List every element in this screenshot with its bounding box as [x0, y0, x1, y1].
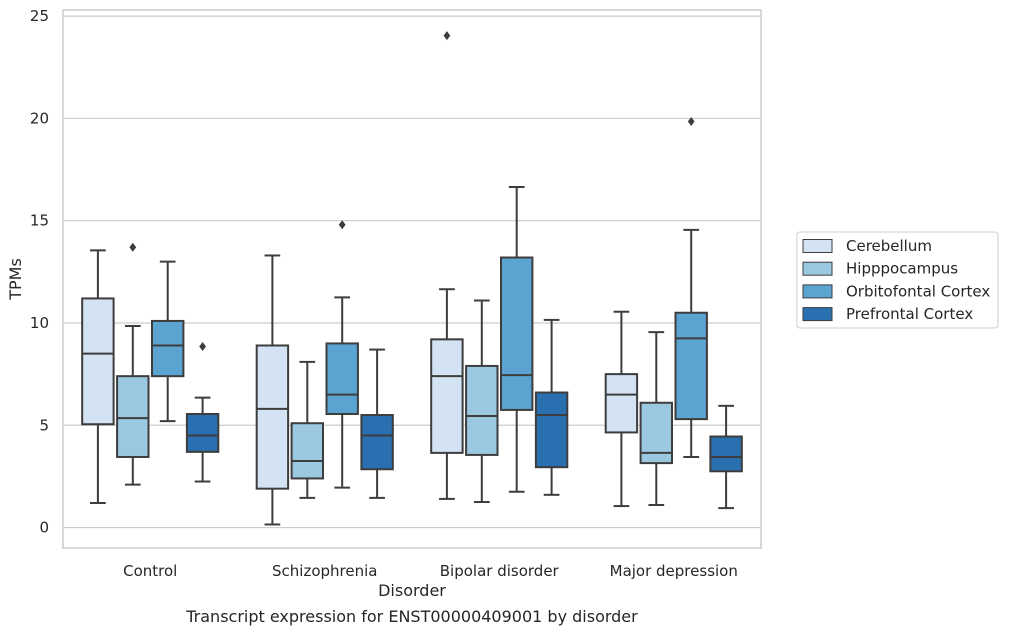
x-tick-label: Control [123, 562, 177, 580]
box-iqr [709, 435, 743, 473]
legend-item: Cerebellum [802, 237, 932, 255]
box-orbitofontal-cortex [499, 185, 534, 493]
y-tick-label: 10 [30, 314, 49, 332]
box-iqr [534, 391, 569, 469]
legend-swatch [802, 239, 833, 253]
legend-label: Cerebellum [846, 237, 932, 255]
y-tick-label: 15 [30, 212, 49, 230]
box-iqr [325, 342, 359, 416]
legend-item: Prefrontal Cortex [802, 305, 973, 323]
x-tick-label: Schizophrenia [272, 562, 377, 580]
chart-caption: Transcript expression for ENST0000040900… [185, 607, 638, 626]
box-iqr [604, 373, 639, 434]
box-iqr [639, 401, 674, 465]
box-prefrontal-cortex [185, 342, 220, 483]
box-iqr [185, 413, 220, 453]
ticks-layer: 0 5 10 15 20 25 Control Schizophrenia Bipolar di… [30, 7, 738, 580]
legend: Cerebellum Hipppocampus Orbitofontal Corte… [796, 231, 999, 329]
box-iqr [290, 422, 325, 480]
box-hipppocampus [116, 242, 150, 486]
box-iqr [81, 297, 115, 426]
box-hipppocampus [639, 331, 674, 507]
outlier-point [338, 220, 346, 230]
box-iqr [430, 338, 464, 454]
box-cerebellum [604, 310, 639, 508]
legend-item: Orbitofontal Cortex [802, 282, 990, 300]
legend-items: Cerebellum Hipppocampus Orbitofontal Corte… [802, 237, 990, 323]
box-iqr [116, 375, 150, 458]
y-tick-label: 20 [30, 109, 49, 127]
box-prefrontal-cortex [534, 318, 569, 496]
x-tick-label: Bipolar disorder [440, 562, 560, 580]
box-orbitofontal-cortex [150, 260, 185, 423]
box-orbitofontal-cortex [674, 116, 708, 458]
box-iqr [465, 364, 499, 456]
legend-swatch [802, 284, 833, 299]
box-cerebellum [81, 249, 115, 504]
box-prefrontal-cortex [360, 348, 394, 499]
box-iqr [499, 256, 534, 411]
outlier-point [129, 242, 137, 252]
legend-frame [796, 231, 999, 329]
marks-layer [81, 31, 743, 526]
outlier-point [443, 31, 451, 41]
box-cerebellum [255, 254, 290, 526]
y-tick-label: 5 [39, 416, 49, 434]
box-iqr [255, 344, 290, 490]
box-iqr [150, 319, 185, 378]
legend-label: Prefrontal Cortex [846, 305, 973, 323]
legend-swatch [802, 261, 833, 276]
box-hipppocampus [465, 299, 499, 503]
legend-swatch [802, 307, 833, 322]
legend-label: Orbitofontal Cortex [846, 282, 990, 300]
y-tick-label: 0 [39, 519, 49, 537]
legend-label: Hipppocampus [846, 260, 958, 278]
outlier-point [199, 342, 206, 352]
box-iqr [360, 414, 394, 471]
y-axis-label: TPMs [6, 258, 25, 301]
box-cerebellum [430, 31, 464, 500]
box-iqr [674, 311, 708, 421]
x-tick-label: Major depression [610, 562, 738, 580]
box-orbitofontal-cortex [325, 220, 359, 489]
plot-frame [62, 9, 762, 549]
outlier-point [687, 116, 695, 126]
box-hipppocampus [290, 360, 325, 499]
legend-item: Hipppocampus [802, 260, 958, 278]
x-axis-label: Disorder [378, 581, 446, 600]
y-tick-label: 25 [30, 7, 49, 25]
box-prefrontal-cortex [709, 404, 743, 510]
